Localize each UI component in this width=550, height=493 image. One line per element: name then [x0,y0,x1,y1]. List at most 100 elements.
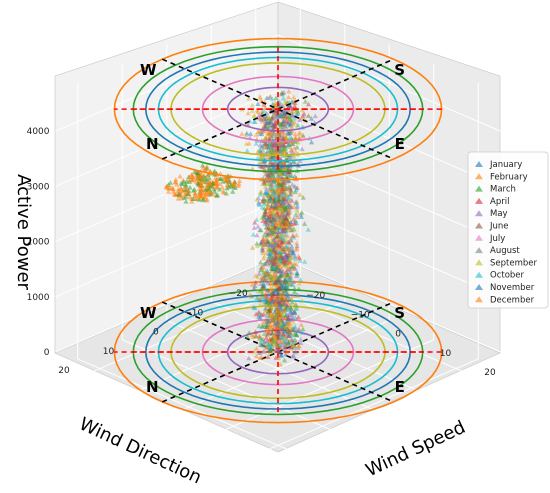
data-point [265,201,271,207]
data-point [294,202,300,208]
data-point [268,330,274,335]
data-point [277,170,283,176]
data-point [273,311,280,317]
data-point [272,198,278,204]
data-point [281,161,287,166]
data-point [285,318,291,323]
data-point [277,301,284,307]
data-point [273,295,279,300]
data-point [270,229,276,235]
data-point [295,314,302,320]
data-point [269,141,275,147]
data-point [272,142,278,148]
data-point [270,312,276,318]
data-point [280,255,286,261]
data-point [282,134,288,140]
data-point [283,216,289,222]
data-point [281,184,287,189]
data-point [264,268,270,274]
data-point [281,143,287,149]
data-point [271,222,277,228]
data-point [260,284,266,289]
data-point [264,240,271,245]
data-point [272,280,278,285]
data-point [292,134,299,140]
data-point [269,296,275,302]
data-point [276,296,282,301]
data-point [254,274,261,279]
data-point [268,305,274,311]
data-point [265,217,271,223]
data-point [165,189,172,194]
data-point [269,142,275,148]
data-point [277,337,283,342]
data-point [283,280,289,285]
data-point [278,267,284,273]
data-point [282,239,288,245]
data-point [272,240,278,246]
data-point [280,199,286,204]
data-point [266,274,273,279]
data-point [270,317,276,322]
data-point [270,247,277,253]
data-point [224,185,230,191]
data-point [266,343,272,349]
data-point [289,243,295,249]
data-point [278,253,284,258]
data-point [279,112,285,118]
data-point [253,279,259,285]
data-point [272,197,278,203]
data-point [280,325,286,331]
data-point [247,292,253,298]
data-point [275,201,282,207]
data-point [270,150,276,155]
data-point [285,293,292,299]
data-point [274,165,280,171]
data-point [298,336,304,342]
data-point [283,238,290,243]
data-point [286,318,292,324]
data-point [256,128,263,134]
data-point [276,180,282,185]
data-point [279,295,285,301]
legend-marker [475,284,483,290]
data-point [300,133,306,139]
data-point [282,307,288,313]
data-point [275,311,281,316]
data-point [272,225,278,231]
data-point [266,141,272,146]
data-point [252,119,258,125]
data-point [263,224,270,230]
data-point [285,326,291,332]
data-point [262,292,268,298]
data-point [268,274,275,279]
wall-grid-line [55,89,501,187]
data-point [271,204,277,210]
data-point [265,205,271,210]
data-point [257,339,264,345]
data-point [256,333,262,339]
data-point [269,231,275,237]
data-point [282,277,288,282]
data-point [279,90,285,96]
data-point [267,326,273,332]
data-point [290,250,296,255]
data-point [273,140,279,145]
data-point [261,179,267,185]
data-point [270,326,276,332]
data-point [271,198,277,203]
data-point [276,186,282,191]
data-point [291,331,297,336]
data-point [288,238,294,243]
data-point [262,121,268,127]
data-point [261,271,267,277]
data-point [255,223,261,229]
data-point [286,224,292,230]
legend-marker [475,259,483,266]
data-point [262,273,268,278]
data-point [284,276,290,282]
data-point [284,322,291,328]
data-point [271,229,278,234]
data-point [275,161,281,166]
data-point [243,141,249,146]
